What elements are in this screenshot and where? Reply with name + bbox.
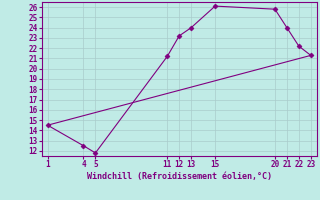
X-axis label: Windchill (Refroidissement éolien,°C): Windchill (Refroidissement éolien,°C) [87,172,272,181]
